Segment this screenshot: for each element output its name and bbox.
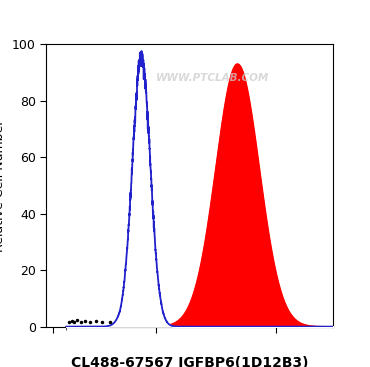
Y-axis label: Relative Cell Number: Relative Cell Number [0, 119, 6, 251]
Text: WWW.PTCLAB.COM: WWW.PTCLAB.COM [156, 73, 269, 83]
X-axis label: CL488-67567 IGFBP6(1D12B3): CL488-67567 IGFBP6(1D12B3) [71, 356, 308, 367]
